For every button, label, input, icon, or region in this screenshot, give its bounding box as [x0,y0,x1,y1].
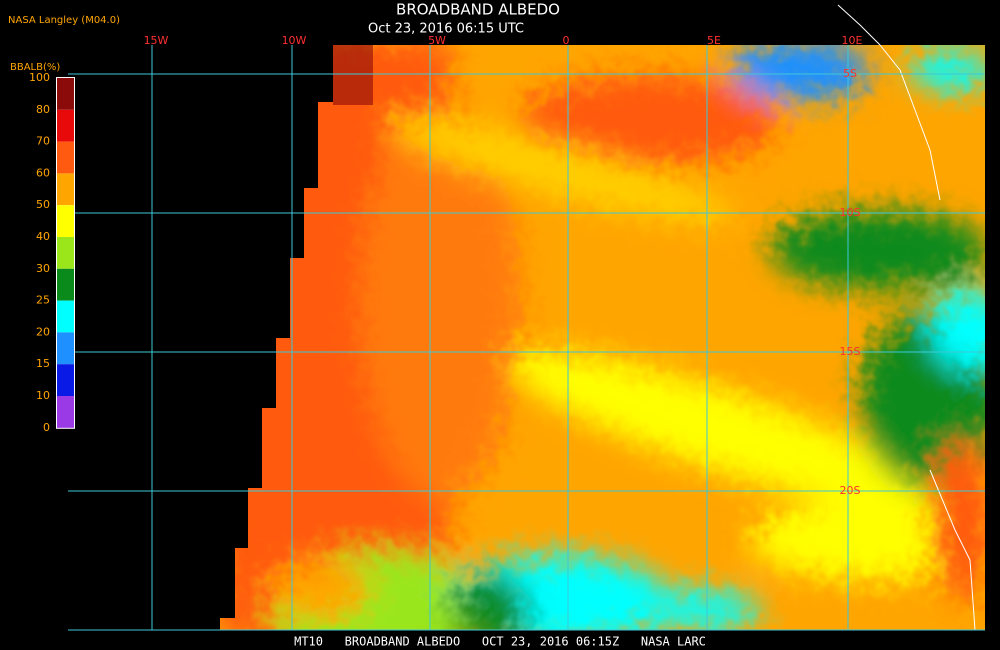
legend-label: 15 [36,357,50,370]
longitude-label: 5W [428,34,446,47]
legend-swatch [57,396,74,428]
latitude-label: 5S [843,67,857,80]
grid-labels: 15W 10W 5W 0 5E 10E 5S 10S 15S 20S [144,34,863,497]
coastline [837,4,941,201]
coastline [929,469,976,631]
latitude-label: 15S [840,345,861,358]
legend-swatch [57,173,74,206]
legend-label: 60 [36,166,50,179]
legend-swatch [57,268,74,301]
latitude-label: 20S [840,484,861,497]
legend-label: 20 [36,325,50,338]
longitude-label: 10E [842,34,863,47]
title: BROADBAND ALBEDO [396,1,560,19]
longitude-label: 5E [707,34,721,47]
legend-swatch [57,109,74,142]
legend-swatch [57,78,74,110]
timestamp: Oct 23, 2016 06:15 UTC [368,22,524,37]
legend-swatch [57,205,74,237]
legend-label: 10 [36,389,50,402]
legend-swatch [57,141,74,174]
albedo-image [220,45,985,630]
source: NASA Langley (M04.0) [8,15,120,26]
legend-label: 80 [36,103,50,116]
legend-label: 0 [43,421,50,434]
legend-label: 50 [36,198,50,211]
longitude-label: 15W [144,34,169,47]
legend-label: 25 [36,294,50,307]
legend-label: 70 [36,135,50,148]
graticule [68,45,985,631]
legend-swatch [57,364,74,396]
longitude-label: 10W [282,34,307,47]
legend-label: 100 [29,71,50,84]
latitude-label: 10S [840,206,861,219]
longitude-label: 0 [563,34,570,47]
legend-swatch [57,332,74,365]
legend-label: 40 [36,230,50,243]
legend-swatch [57,300,74,333]
legend-title: BBALB(%) [10,62,60,73]
legend-swatch [57,237,74,269]
legend-label: 30 [36,262,50,275]
footer: MT10 BROADBAND ALBEDO OCT 23, 2016 06:15… [294,635,706,649]
